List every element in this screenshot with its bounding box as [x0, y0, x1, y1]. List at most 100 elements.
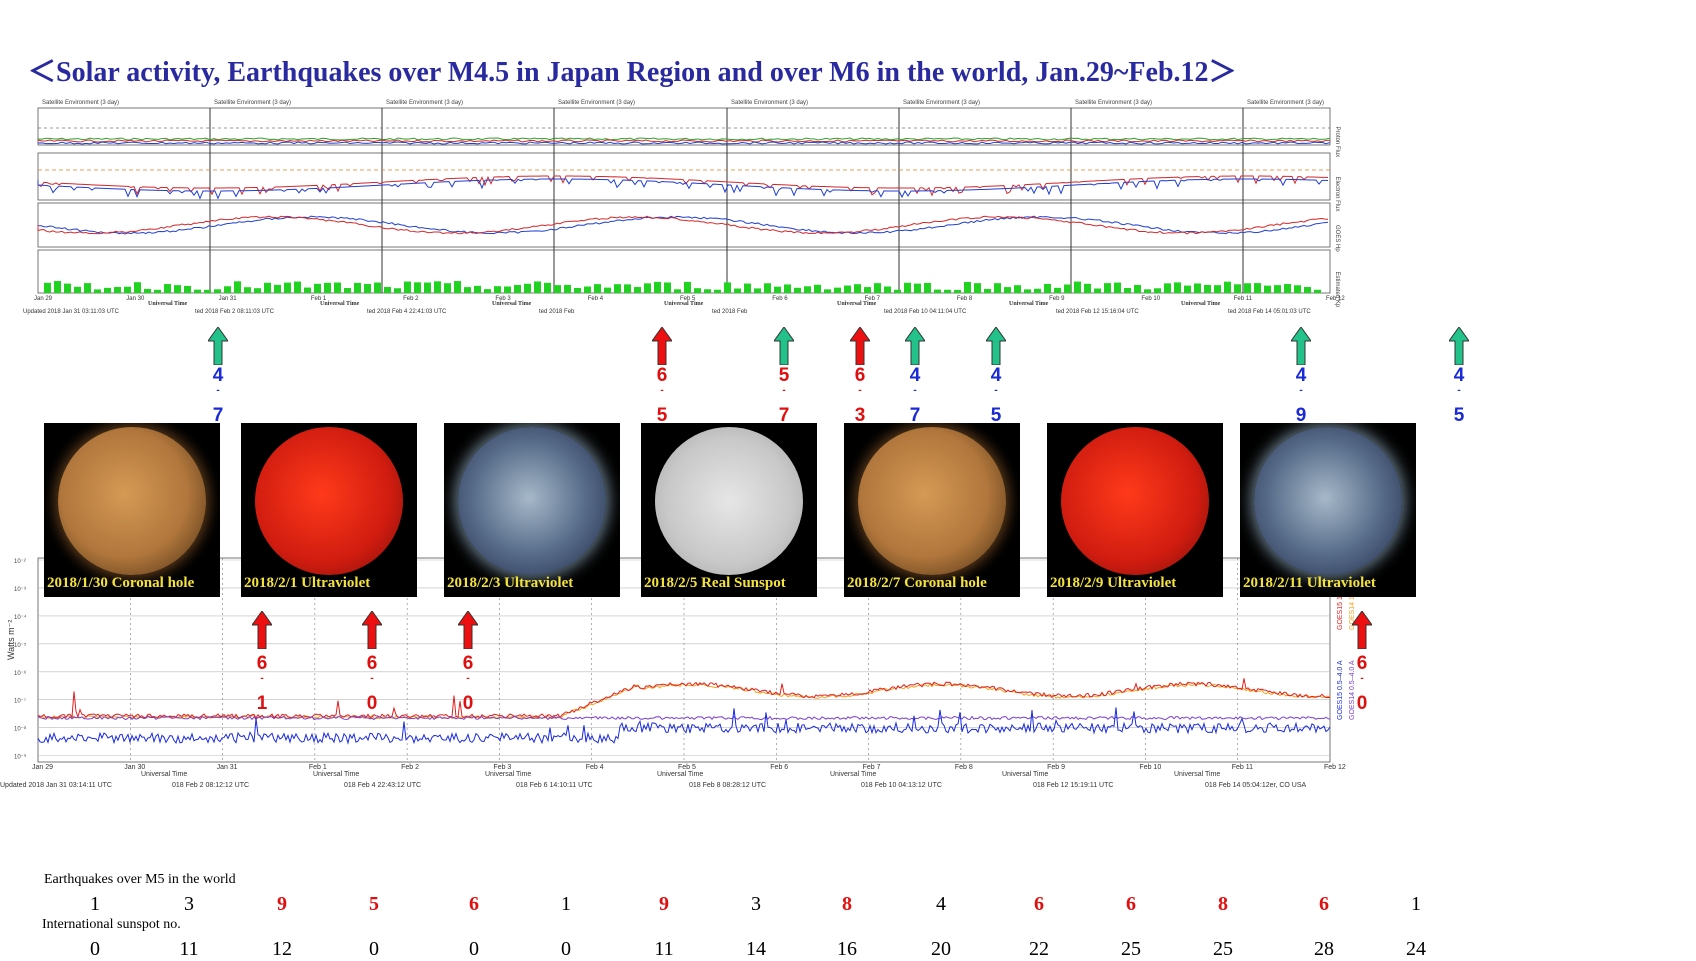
kp-bar — [714, 289, 721, 293]
magnitude-label: 6- 0 — [1350, 653, 1374, 715]
xray-ytick: 10⁻⁹ — [14, 754, 27, 761]
kp-bar — [1314, 289, 1321, 293]
kp-bar — [124, 286, 131, 293]
xray-date-tick: Feb 3 — [493, 764, 511, 771]
arrow-shape — [1449, 327, 1469, 365]
xray-legend-entry: GOES15 0.5–4.0 A — [1337, 660, 1344, 720]
kp-bar — [524, 283, 531, 293]
kp-bar — [684, 281, 691, 293]
magnitude-label: 6- 3 — [848, 365, 872, 427]
goes-hp-line — [37, 215, 1329, 235]
kp-bar — [1304, 287, 1311, 293]
kp-bar — [334, 282, 341, 293]
sun-disk — [655, 427, 803, 575]
date-tick-label: Feb 9 — [1049, 296, 1065, 302]
date-tick-label: Feb 5 — [680, 296, 696, 302]
goes-hp-line — [37, 215, 1329, 235]
date-tick-label: Feb 6 — [772, 296, 788, 302]
updated-label: ted 2018 Feb 14 05:01:03 UTC — [1228, 309, 1311, 315]
kp-bar — [464, 287, 471, 293]
red-arrow-icon — [362, 611, 382, 649]
kp-bar — [1184, 285, 1191, 293]
kp-bar — [484, 289, 491, 293]
date-tick-label: Feb 4 — [588, 296, 604, 302]
xray-ytick: 10⁻⁸ — [14, 726, 27, 733]
kp-bar — [1154, 288, 1161, 293]
panel-title: Satellite Environment (3 day) — [558, 100, 635, 106]
sun-disk — [458, 427, 606, 575]
xray-updated-label: Updated 2018 Jan 31 03:14:11 UTC — [0, 782, 112, 789]
xaxis-label: Universal Time — [1009, 301, 1049, 307]
kp-bar — [424, 282, 431, 293]
red-arrow-icon — [652, 327, 672, 365]
sun-image-caption: 2018/1/30 Coronal hole — [47, 575, 195, 591]
magnitude-label: 4- 5 — [984, 365, 1008, 427]
magnitude-separator: - — [858, 385, 862, 396]
magnitude-decimal: 3 — [854, 405, 866, 426]
earthquake-count-cell: 1 — [561, 893, 571, 915]
earthquake-count-cell: 8 — [1218, 893, 1228, 915]
kp-bar — [554, 285, 561, 293]
magnitude-decimal: 0 — [1356, 693, 1368, 714]
proton-flux-line — [37, 139, 1331, 143]
sunspot-number-cell: 24 — [1406, 938, 1426, 960]
xaxis-label: Universal Time — [664, 301, 704, 307]
kp-bar — [154, 289, 161, 293]
xray-date-tick: Feb 5 — [678, 764, 696, 771]
kp-bar — [904, 282, 911, 293]
kp-bar — [1034, 288, 1041, 293]
kp-bar — [164, 284, 171, 293]
sun-disk — [1254, 427, 1402, 575]
kp-bar — [804, 286, 811, 293]
xray-xlabel: Universal Time — [1174, 771, 1220, 778]
magnitude-integer: 6 — [854, 365, 866, 386]
sun-image-caption: 2018/2/9 Ultraviolet — [1050, 575, 1177, 591]
magnitude-integer: 4 — [990, 365, 1002, 386]
kp-bar — [144, 288, 151, 293]
sunspot-row-label: International sunspot no. — [42, 917, 181, 932]
sun-disk — [58, 427, 206, 575]
proton-flux-line — [37, 137, 1331, 141]
xray-date-tick: Feb 11 — [1232, 764, 1253, 771]
sunspot-number-cell: 0 — [369, 938, 379, 960]
earthquake-count-cell: 3 — [184, 893, 194, 915]
kp-bar — [1064, 284, 1071, 293]
kp-bar — [194, 289, 201, 293]
xray-xlabel: Universal Time — [657, 771, 703, 778]
kp-bar — [774, 286, 781, 293]
arrow-shape — [1352, 611, 1372, 649]
magnitude-label: 4- 9 — [1289, 365, 1313, 427]
date-tick-label: Feb 3 — [495, 296, 511, 302]
sun-image: 2018/2/3 Ultraviolet — [444, 423, 620, 597]
kp-bar — [834, 287, 841, 293]
red-arrow-icon — [458, 611, 478, 649]
kp-bar — [284, 282, 291, 293]
sun-image-caption: 2018/2/1 Ultraviolet — [244, 575, 371, 591]
panel-frame — [37, 152, 1331, 201]
xray-date-tick: Feb 2 — [401, 764, 419, 771]
sun-image: 2018/2/9 Ultraviolet — [1047, 423, 1223, 597]
kp-bar — [304, 287, 311, 293]
earthquake-count-cell: 6 — [469, 893, 479, 915]
date-tick-label: Feb 11 — [1234, 296, 1253, 302]
sunspot-number-cell: 16 — [837, 938, 857, 960]
kp-bar — [434, 281, 441, 293]
kp-bar — [844, 285, 851, 293]
panel-axis-label: Proton Flux — [1334, 127, 1340, 158]
kp-bar — [654, 281, 661, 293]
magnitude-integer: 6 — [1356, 653, 1368, 674]
kp-bar — [1124, 288, 1131, 293]
panel-title: Satellite Environment (3 day) — [214, 100, 291, 106]
panel-title: Satellite Environment (3 day) — [1075, 100, 1152, 106]
kp-bar — [854, 284, 861, 293]
xray-ytick: 10⁻⁴ — [14, 614, 27, 621]
kp-bar — [784, 284, 791, 293]
panel-frame — [37, 249, 1331, 294]
kp-bar — [574, 287, 581, 293]
date-tick-label: Feb 12 — [1326, 296, 1345, 302]
magnitude-separator: - — [994, 385, 998, 396]
xaxis-label: Universal Time — [148, 301, 188, 307]
kp-bar — [224, 286, 231, 293]
arrow-shape — [986, 327, 1006, 365]
sunspot-number-cell: 25 — [1213, 938, 1233, 960]
